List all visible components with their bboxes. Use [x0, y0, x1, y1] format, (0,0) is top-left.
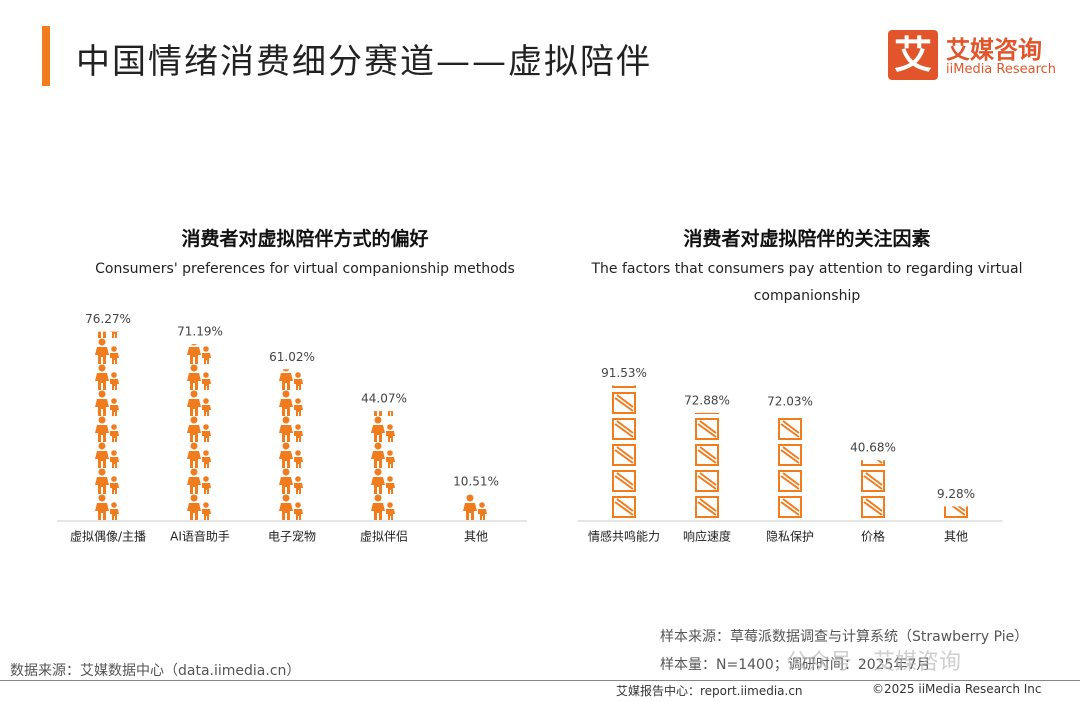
chart-title: 消费者对虚拟陪伴的关注因素 — [683, 228, 931, 250]
icon — [612, 496, 636, 518]
value-label: 10.51% — [453, 475, 499, 489]
icon — [187, 494, 211, 520]
icon — [861, 496, 885, 518]
x-tick-label: 情感共鸣能力 — [588, 529, 660, 544]
icon — [187, 390, 211, 416]
icon — [187, 442, 211, 468]
pictograph-bar — [695, 412, 719, 518]
value-label: 76.27% — [85, 312, 131, 326]
watermark: 公众号 · 艾媒咨询 — [786, 650, 961, 675]
sample-source: 样本来源：草莓派数据调查与计算系统（Strawberry Pie） — [660, 629, 1029, 645]
chart-subtitle: Consumers' preferences for virtual compa… — [95, 261, 515, 277]
logo-sub: iiMedia Research — [946, 62, 1057, 77]
icon — [95, 416, 119, 442]
title-accent — [42, 26, 50, 86]
icon — [695, 496, 719, 518]
icon — [279, 369, 303, 390]
icon — [371, 494, 395, 520]
icon — [279, 468, 303, 494]
icon — [371, 468, 395, 494]
value-label: 91.53% — [601, 366, 647, 380]
chart-subtitle: The factors that consumers pay attention… — [591, 261, 1023, 304]
value-label: 72.03% — [767, 395, 813, 409]
x-tick-label: AI语音助手 — [170, 529, 230, 544]
icon — [187, 416, 211, 442]
icon — [279, 416, 303, 442]
icon — [187, 344, 211, 364]
icon — [95, 494, 119, 520]
value-label: 71.19% — [177, 325, 223, 339]
icon — [95, 338, 119, 364]
x-tick-label: 虚拟伴侣 — [360, 529, 408, 544]
x-tick-label: 其他 — [944, 530, 968, 544]
report-center: 艾媒报告中心：report.iimedia.cn — [616, 684, 803, 698]
icon — [95, 468, 119, 494]
icon — [695, 470, 719, 492]
x-tick-label: 其他 — [464, 530, 488, 544]
icon — [279, 494, 303, 520]
pictograph-bar — [612, 385, 636, 518]
icon — [95, 442, 119, 468]
icon — [695, 444, 719, 466]
icon — [861, 470, 885, 492]
icon — [612, 470, 636, 492]
data-source: 数据来源：艾媒数据中心（data.iimedia.cn） — [10, 663, 301, 679]
icon — [778, 496, 802, 518]
value-label: 40.68% — [850, 441, 896, 455]
icon — [778, 418, 802, 440]
icon — [371, 442, 395, 468]
x-tick-label: 价格 — [861, 529, 885, 544]
value-label: 72.88% — [684, 393, 730, 407]
icon — [279, 390, 303, 416]
pictograph-bar — [861, 460, 885, 518]
icon — [371, 416, 395, 442]
icon — [95, 390, 119, 416]
icon — [279, 442, 303, 468]
pictograph-bar — [463, 494, 487, 520]
value-label: 61.02% — [269, 350, 315, 364]
icon — [612, 392, 636, 414]
pictograph-bar — [95, 331, 119, 520]
icon — [695, 418, 719, 440]
sample-size: 样本量：N=1400；调研时间：2025年7月 — [660, 657, 931, 673]
pictograph-bar — [187, 344, 211, 520]
icon — [612, 444, 636, 466]
logo-mark: 艾 — [888, 30, 938, 80]
value-label: 9.28% — [937, 487, 975, 501]
copyright: ©2025 iiMedia Research Inc — [872, 682, 1042, 696]
footer-rule — [0, 680, 1080, 681]
value-label: 44.07% — [361, 392, 407, 406]
pictograph-bar — [371, 411, 395, 520]
icon — [187, 468, 211, 494]
icon — [778, 444, 802, 466]
logo-name: 艾媒咨询 — [946, 36, 1042, 64]
pictograph-bar — [778, 418, 802, 518]
icon — [95, 364, 119, 390]
icon — [778, 470, 802, 492]
page-title: 中国情绪消费细分赛道——虚拟陪伴 — [76, 42, 652, 82]
icon — [463, 494, 487, 520]
icon — [187, 364, 211, 390]
chart-title: 消费者对虚拟陪伴方式的偏好 — [181, 228, 429, 250]
pictograph-bar — [279, 369, 303, 520]
x-tick-label: 电子宠物 — [268, 529, 316, 544]
x-tick-label: 隐私保护 — [766, 530, 814, 544]
x-tick-label: 响应速度 — [683, 529, 731, 544]
x-tick-label: 虚拟偶像/主播 — [70, 530, 146, 544]
icon — [612, 418, 636, 440]
